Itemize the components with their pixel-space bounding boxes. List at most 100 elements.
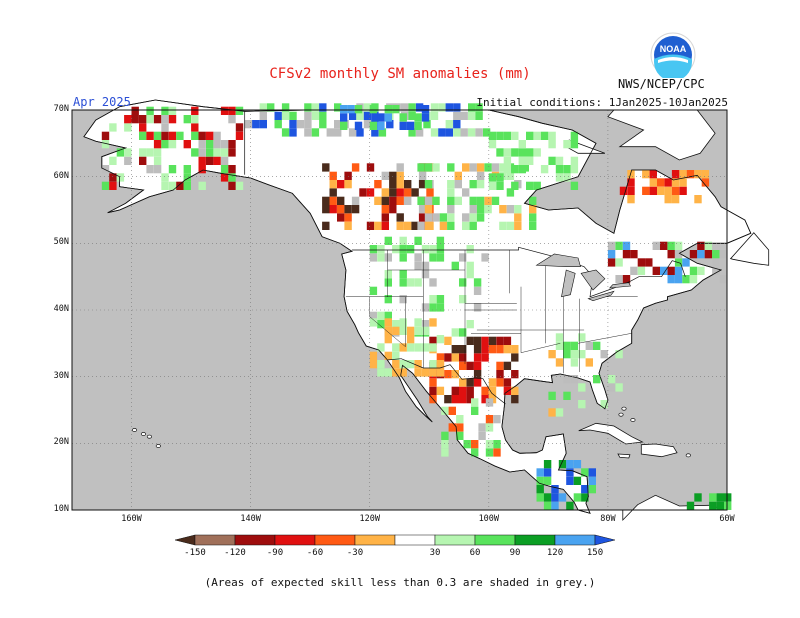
anomaly-cell	[484, 196, 492, 205]
anomaly-cell	[697, 266, 705, 275]
anomaly-cell	[627, 195, 635, 204]
anomaly-cell	[384, 236, 392, 245]
anomaly-cell	[406, 245, 415, 254]
anomaly-cell	[533, 148, 541, 157]
anomaly-cell	[191, 115, 199, 124]
anomaly-cell	[139, 148, 147, 157]
anomaly-cell	[411, 221, 419, 230]
anomaly-cell	[213, 131, 221, 140]
anomaly-cell	[506, 188, 515, 197]
anomaly-cell	[563, 140, 571, 149]
lat-tick-label: 10N	[53, 504, 69, 514]
anomaly-cell	[421, 320, 430, 329]
anomaly-cell	[161, 106, 169, 115]
anomaly-cell	[529, 221, 537, 230]
anomaly-cell	[436, 386, 445, 395]
anomaly-cell	[471, 406, 479, 415]
anomaly-cell	[460, 128, 468, 137]
anomaly-cell	[701, 170, 710, 179]
anomaly-cell	[392, 351, 400, 360]
anomaly-cell	[719, 275, 727, 284]
anomaly-cell	[469, 205, 477, 214]
anomaly-cell	[429, 245, 437, 254]
anomaly-cell	[423, 120, 431, 129]
anomaly-cell	[607, 250, 616, 259]
anomaly-cell	[146, 131, 154, 140]
anomaly-cell	[347, 105, 355, 114]
anomaly-cell	[421, 303, 430, 312]
anomaly-cell	[566, 501, 574, 510]
anomaly-cell	[674, 250, 683, 259]
anomaly-cell	[384, 278, 392, 287]
anomaly-cell	[109, 181, 117, 190]
anomaly-cell	[462, 221, 470, 230]
colorbar-swatch	[554, 534, 596, 546]
anomaly-cell	[622, 275, 631, 284]
anomaly-cell	[503, 361, 512, 370]
lon-tick-label: 160W	[121, 514, 142, 524]
anomaly-cell	[259, 103, 267, 112]
anomaly-cell	[548, 156, 556, 165]
anomaly-cell	[399, 113, 407, 122]
anomaly-cell	[414, 360, 422, 369]
anomaly-cell	[488, 386, 497, 395]
anomaly-cell	[475, 128, 483, 137]
anomaly-cell	[444, 395, 452, 404]
anomaly-cell	[716, 501, 724, 510]
anomaly-cell	[344, 180, 352, 189]
anomaly-cell	[454, 196, 462, 205]
anomaly-cell	[453, 128, 461, 137]
anomaly-cell	[570, 341, 579, 350]
anomaly-cell	[101, 181, 110, 190]
anomaly-cell	[183, 165, 191, 174]
anomaly-cell	[414, 278, 422, 287]
anomaly-cell	[511, 345, 519, 354]
anomaly-cell	[418, 213, 427, 222]
anomaly-cell	[543, 468, 552, 477]
anomaly-cell	[319, 111, 327, 120]
anomaly-cell	[389, 188, 397, 197]
anomaly-cell	[396, 180, 404, 189]
anomaly-cell	[354, 121, 363, 130]
anomaly-cell	[563, 165, 571, 174]
anomaly-cell	[469, 213, 477, 222]
anomaly-cell	[408, 103, 416, 112]
anomaly-cell	[451, 353, 459, 362]
map-title: CFSv2 monthly SM anomalies (mm)	[269, 66, 531, 82]
anomaly-cell	[514, 205, 522, 214]
anomaly-cell	[514, 213, 522, 222]
anomaly-cell	[322, 163, 330, 172]
anomaly-cell	[484, 205, 492, 214]
state-border-18	[578, 333, 632, 344]
anomaly-cell	[469, 221, 477, 230]
anomaly-cell	[701, 178, 710, 187]
anomaly-cell	[161, 140, 169, 149]
anomaly-cell	[436, 360, 445, 369]
anomaly-cell	[607, 241, 616, 250]
anomaly-cell	[289, 120, 297, 129]
anomaly-cell	[570, 165, 579, 174]
anomaly-cell	[377, 311, 385, 320]
anomaly-cell	[518, 140, 526, 149]
lon-tick-label: 100W	[478, 514, 500, 524]
anomaly-cell	[436, 368, 445, 377]
anomaly-cell	[566, 460, 574, 469]
anomaly-cell	[506, 221, 515, 230]
anomaly-cell	[503, 386, 512, 395]
anomaly-cell	[424, 205, 433, 214]
anomaly-cell	[417, 196, 425, 205]
anomaly-cell	[503, 378, 512, 387]
anomaly-cell	[198, 181, 206, 190]
anomaly-cell	[198, 156, 206, 165]
anomaly-cell	[252, 120, 260, 129]
anomaly-cell	[551, 493, 559, 502]
anomaly-cell	[466, 261, 474, 270]
anomaly-cell	[511, 370, 519, 379]
anomaly-cell	[228, 173, 236, 182]
anomaly-cell	[421, 113, 430, 122]
anomaly-cell	[351, 163, 360, 172]
anomaly-cell	[414, 326, 422, 335]
anomaly-cell	[304, 103, 312, 112]
anomaly-cell	[392, 105, 400, 114]
anomaly-cell	[220, 165, 229, 174]
